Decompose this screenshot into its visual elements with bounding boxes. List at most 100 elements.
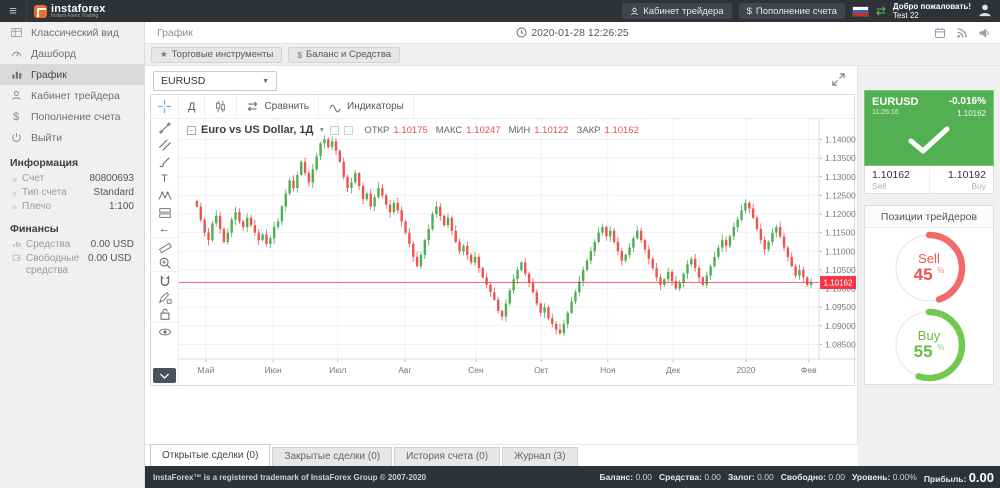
ruler-tool[interactable] bbox=[151, 238, 178, 255]
deposit-button[interactable]: $ Пополнение счета bbox=[739, 3, 845, 19]
bottom-tabs: Открытые сделки (0) Закрытые сделки (0) … bbox=[145, 444, 858, 466]
chevron-down-icon bbox=[159, 372, 170, 380]
collapse-icon[interactable]: − bbox=[187, 126, 196, 135]
stat-value: 0.00 bbox=[704, 472, 721, 482]
timeframe-button[interactable]: Д bbox=[179, 95, 205, 119]
indicators-label: Индикаторы bbox=[347, 101, 404, 112]
fullscreen-toggle-icon[interactable] bbox=[831, 72, 847, 88]
sidebar-item-chart[interactable]: График bbox=[0, 64, 144, 85]
server-datetime: 2020-01-28 12:26:25 bbox=[145, 27, 1000, 39]
crosshair-tool[interactable] bbox=[151, 95, 179, 119]
more-tools-button[interactable] bbox=[153, 368, 176, 383]
chart-settings-icon[interactable] bbox=[330, 126, 339, 135]
dollar-icon: $ bbox=[297, 50, 302, 60]
quote-symbol: EURUSD bbox=[872, 96, 918, 108]
trend-line-tool[interactable] bbox=[151, 119, 178, 136]
magnet-tool[interactable] bbox=[151, 272, 178, 289]
sidebar-item-label: Пополнение счета bbox=[31, 111, 121, 123]
welcome-block: Добро пожаловать! Test 22 bbox=[893, 2, 971, 20]
wallet-icon bbox=[12, 253, 21, 265]
clock-icon bbox=[516, 27, 527, 38]
chevron-right-icon: » bbox=[12, 187, 17, 199]
balance-funds-button[interactable]: $ Баланс и Средства bbox=[288, 47, 400, 63]
svg-text:Июн: Июн bbox=[264, 365, 281, 375]
zoom-in-tool[interactable] bbox=[151, 255, 178, 272]
tab-open-trades[interactable]: Открытые сделки (0) bbox=[150, 444, 270, 466]
instaforex-logo[interactable]: instaforex Instant Forex Trading bbox=[34, 4, 106, 19]
chart-type-candles-button[interactable] bbox=[205, 95, 237, 119]
svg-text:1.10500: 1.10500 bbox=[825, 265, 856, 275]
trader-cabinet-button[interactable]: Кабинет трейдера bbox=[622, 3, 731, 19]
svg-text:1.11000: 1.11000 bbox=[825, 246, 855, 256]
buy-gauge: Buy 55 % bbox=[892, 308, 966, 382]
parallel-channel-tool[interactable] bbox=[151, 136, 178, 153]
stat-label: Средства: bbox=[659, 472, 702, 482]
draw-lock-tool[interactable] bbox=[151, 289, 178, 306]
info-row-account: » Счет 80800693 bbox=[0, 172, 144, 186]
sell-gauge-label: Sell bbox=[918, 252, 940, 266]
candles-icon bbox=[214, 100, 227, 113]
finance-label: Свободные средства bbox=[26, 253, 88, 277]
sidebar-item-trader-cabinet[interactable]: Кабинет трейдера bbox=[0, 85, 144, 106]
svg-text:1.12500: 1.12500 bbox=[825, 190, 856, 200]
lock-tool[interactable] bbox=[151, 306, 178, 323]
tab-closed-trades[interactable]: Закрытые сделки (0) bbox=[272, 447, 392, 466]
svg-text:1.13000: 1.13000 bbox=[825, 172, 856, 182]
sell-label: Sell bbox=[872, 181, 922, 191]
exchange-arrows-icon[interactable]: ⇄ bbox=[876, 5, 886, 17]
indicators-button[interactable]: Индикаторы bbox=[319, 95, 414, 119]
sidebar-item-deposit[interactable]: $ Пополнение счета bbox=[0, 106, 144, 127]
quote-change: -0.016% bbox=[949, 96, 986, 107]
tab-account-history[interactable]: История счета (0) bbox=[394, 447, 500, 466]
percent-sign: % bbox=[937, 343, 944, 352]
russian-flag-icon[interactable] bbox=[852, 6, 869, 17]
long-position-tool[interactable] bbox=[151, 204, 178, 221]
compare-button[interactable]: Сравнить bbox=[237, 95, 319, 119]
trading-instruments-button[interactable]: ★ Торговые инструменты bbox=[151, 47, 282, 63]
dollar-icon: $ bbox=[747, 6, 752, 17]
info-row-leverage: » Плечо 1:100 bbox=[0, 200, 144, 214]
sidebar: Классический вид Дашборд График Кабинет … bbox=[0, 22, 145, 488]
svg-text:Ноя: Ноя bbox=[600, 365, 616, 375]
info-section-title: Информация bbox=[0, 148, 144, 172]
svg-text:1.09500: 1.09500 bbox=[825, 302, 856, 312]
hamburger-menu-icon[interactable]: ≡ bbox=[0, 0, 27, 22]
calendar-icon[interactable] bbox=[934, 27, 946, 39]
back-arrow-tool[interactable]: ← bbox=[151, 221, 178, 238]
text-tool[interactable]: T bbox=[151, 170, 178, 187]
trader-positions-title: Позиции трейдеров bbox=[865, 206, 993, 228]
sidebar-item-classic-view[interactable]: Классический вид bbox=[0, 22, 144, 43]
mini-chart-icon bbox=[12, 239, 21, 251]
user-avatar-icon[interactable] bbox=[978, 3, 992, 20]
candlestick-chart[interactable]: 1.140001.135001.130001.125001.120001.115… bbox=[179, 119, 856, 385]
deposit-label: Пополнение счета bbox=[756, 6, 837, 17]
svg-text:1.11500: 1.11500 bbox=[825, 228, 855, 238]
sidebar-item-dashboard[interactable]: Дашборд bbox=[0, 43, 144, 64]
xabcd-pattern-tool[interactable] bbox=[151, 187, 178, 204]
svg-text:1.08500: 1.08500 bbox=[825, 339, 856, 349]
svg-text:1.10162: 1.10162 bbox=[824, 279, 853, 288]
buy-quote-button[interactable]: 1.10192 Buy bbox=[929, 166, 994, 193]
finance-value: 0.00 USD bbox=[88, 253, 131, 265]
tab-journal[interactable]: Журнал (3) bbox=[502, 447, 578, 466]
sidebar-item-logout[interactable]: Выйти bbox=[0, 127, 144, 148]
balance-funds-label: Баланс и Средства bbox=[306, 49, 391, 60]
trading-instruments-label: Торговые инструменты bbox=[172, 49, 274, 60]
info-label: Тип счета bbox=[22, 187, 93, 199]
info-value: 1:100 bbox=[109, 201, 134, 213]
svg-text:1.14000: 1.14000 bbox=[825, 134, 856, 144]
chart-source-icon[interactable] bbox=[344, 126, 353, 135]
rss-feed-icon[interactable] bbox=[956, 27, 968, 39]
stat-value: 0.00% bbox=[893, 472, 917, 482]
info-label: Счет bbox=[22, 173, 89, 185]
check-icon bbox=[865, 123, 993, 163]
buy-label: Buy bbox=[937, 181, 987, 191]
quote-prices: 1.10162 Sell 1.10192 Buy bbox=[864, 166, 994, 194]
megaphone-icon[interactable] bbox=[978, 27, 990, 39]
symbol-select[interactable]: EURUSD ▼ bbox=[153, 71, 277, 91]
stat-label: Свободно: bbox=[781, 472, 826, 482]
brush-tool[interactable] bbox=[151, 153, 178, 170]
stat-label: Залог: bbox=[728, 472, 755, 482]
sell-quote-button[interactable]: 1.10162 Sell bbox=[865, 166, 929, 193]
eye-tool[interactable] bbox=[151, 323, 178, 340]
